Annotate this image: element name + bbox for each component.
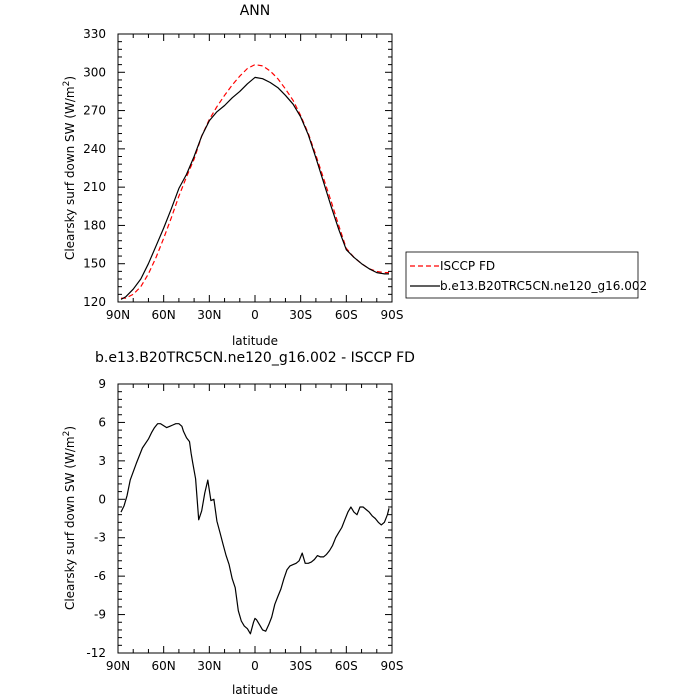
legend-box: [405, 251, 639, 299]
top-y-axis-title-main: Clearsky surf down SW (W/m: [63, 86, 77, 260]
top-y-tick-label: 120: [83, 295, 106, 309]
legend-label-isccp: ISCCP FD: [440, 259, 495, 273]
legend-label-model: b.e13.B20TRC5CN.ne120_g16.002: [440, 279, 647, 293]
bottom-y-tick-label: -12: [86, 646, 106, 660]
bottom-panel: b.e13.B20TRC5CN.ne120_g16.002 - ISCCP FD…: [62, 350, 415, 697]
top-y-axis-title: Clearsky surf down SW (W/m2): [62, 76, 77, 260]
bottom-plot-frame: [117, 383, 393, 654]
top-x-tick-label: 90S: [381, 308, 404, 322]
bottom-x-tick-label: 60N: [152, 659, 176, 673]
bottom-x-tick-label: 90N: [106, 659, 130, 673]
top-x-tick-label: 30S: [289, 308, 312, 322]
bottom-y-tick-label: -3: [94, 531, 106, 545]
bottom-y-tick-label: 6: [98, 415, 106, 429]
bottom-x-axis-title: latitude: [232, 683, 278, 697]
bottom-x-tick-label: 30N: [197, 659, 221, 673]
top-plot-frame: [117, 33, 393, 303]
top-y-tick-label: 150: [83, 257, 106, 271]
bottom-x-tick-label: 0: [251, 659, 259, 673]
top-y-tick-label: 180: [83, 218, 106, 232]
top-x-tick-label: 60N: [152, 308, 176, 322]
top-x-tick-label: 30N: [197, 308, 221, 322]
bottom-plot-title: b.e13.B20TRC5CN.ne120_g16.002 - ISCCP FD: [95, 350, 415, 366]
top-y-axis-title-end: ): [63, 76, 77, 81]
bottom-x-tick-label: 90S: [381, 659, 404, 673]
top-x-axis-title: latitude: [232, 334, 278, 348]
bottom-y-tick-label: -9: [94, 608, 106, 622]
bottom-x-tick-label: 30S: [289, 659, 312, 673]
bottom-y-tick-label: 9: [98, 377, 106, 391]
bottom-y-axis-title-main: Clearsky surf down SW (W/m: [63, 436, 77, 610]
top-y-tick-label: 240: [83, 142, 106, 156]
bottom-x-tick-label: 60S: [335, 659, 358, 673]
top-panel: ANN 90N 60N 30N 0 30S 60S 90S 120 150 180 210 240 27…: [62, 3, 403, 348]
bottom-y-tick-label: 3: [98, 454, 106, 468]
bottom-y-axis-title: Clearsky surf down SW (W/m2): [62, 426, 77, 610]
bottom-y-tick-label: 0: [98, 492, 106, 506]
top-x-tick-label: 0: [251, 308, 259, 322]
top-y-tick-label: 210: [83, 180, 106, 194]
bottom-y-axis-title-sup: 2: [62, 431, 72, 437]
top-plot-title: ANN: [240, 3, 271, 19]
bottom-series-line-0: [120, 423, 390, 635]
legend: ISCCP FD b.e13.B20TRC5CN.ne120_g16.002: [405, 251, 647, 299]
bottom-y-axis-title-end: ): [63, 426, 77, 431]
top-y-tick-label: 270: [83, 104, 106, 118]
top-y-axis-title-sup: 2: [62, 81, 72, 87]
top-y-tick-label: 300: [83, 65, 106, 79]
top-y-tick-label: 330: [83, 27, 106, 41]
bottom-y-tick-label: -6: [94, 569, 106, 583]
top-x-tick-label: 60S: [335, 308, 358, 322]
top-series-line-0: [121, 63, 389, 299]
top-x-tick-label: 90N: [106, 308, 130, 322]
top-series-line-1: [120, 76, 389, 300]
